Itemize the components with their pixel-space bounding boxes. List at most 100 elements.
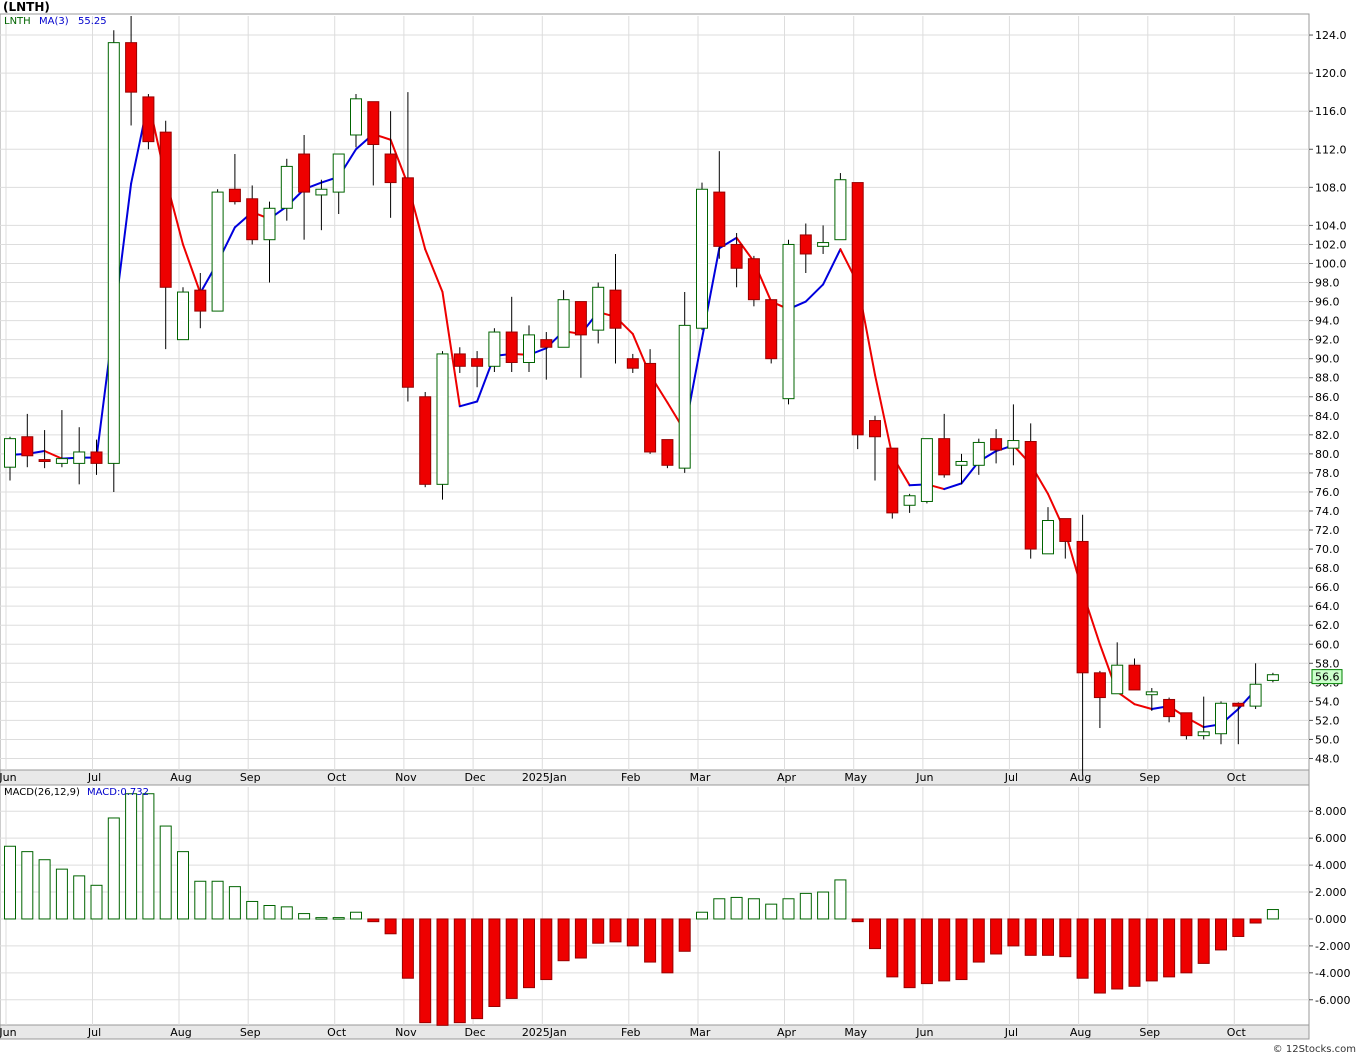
candle [1197, 696, 1210, 740]
price-tick-label: 60.0 [1315, 638, 1340, 651]
price-tick-label: 70.0 [1315, 543, 1340, 556]
candle [609, 253, 622, 364]
macd-bar [159, 825, 172, 920]
month-label: Jul [1004, 771, 1018, 784]
candle [298, 134, 311, 240]
candle-body [55, 458, 68, 464]
month-label: Sep [1139, 771, 1160, 784]
candle-body [730, 243, 743, 269]
price-tick-label: 104.0 [1315, 219, 1347, 232]
month-label: Aug [1070, 1026, 1091, 1039]
candle-body [350, 98, 362, 136]
macd-bar [765, 903, 778, 920]
price-tick-label: 48.0 [1315, 752, 1340, 765]
candle-body [661, 439, 674, 466]
candle-body [246, 198, 259, 241]
last-price: 56.6 [1315, 671, 1340, 684]
price-tick-label: 66.0 [1315, 581, 1340, 594]
month-label: Sep [1139, 1026, 1160, 1039]
candle [1076, 514, 1089, 776]
macd-bar [938, 918, 951, 982]
candle [799, 223, 812, 274]
macd-bar [626, 918, 639, 947]
price-tick-label: 124.0 [1315, 29, 1347, 42]
ma-segment [441, 291, 461, 408]
candle-body [626, 358, 639, 369]
macd-bar [332, 917, 345, 920]
macd-bar [920, 918, 933, 985]
macd-bar [644, 918, 657, 963]
candle [1059, 518, 1072, 559]
candle [851, 182, 864, 450]
macd-tick-label: 6.000 [1315, 832, 1347, 845]
candle-body [523, 334, 535, 363]
ma-segment [1133, 703, 1153, 710]
price-tick-label: 82.0 [1315, 429, 1340, 442]
candle-body [401, 177, 414, 388]
candle [436, 351, 449, 500]
candle [21, 413, 34, 468]
macd-bar [142, 793, 155, 920]
candle-body [263, 207, 276, 241]
macd-bar [350, 911, 362, 920]
candle [678, 292, 691, 473]
month-label: Nov [395, 771, 417, 784]
candle [747, 255, 760, 307]
candle-body [38, 459, 51, 462]
candle-body [955, 460, 968, 466]
month-label: Oct [327, 1026, 347, 1039]
candle [1180, 712, 1193, 740]
price-tick-label: 76.0 [1315, 486, 1340, 499]
candle-body [592, 286, 605, 331]
candle-body [886, 447, 899, 514]
macd-tick-label: 2.000 [1315, 886, 1347, 899]
candle [592, 282, 605, 344]
macd-bar [903, 918, 916, 989]
macd-bar [384, 918, 397, 935]
candle [1266, 672, 1279, 683]
macd-bar [972, 918, 985, 963]
price-tick-label: 108.0 [1315, 181, 1347, 194]
price-tick-label: 74.0 [1315, 505, 1340, 518]
candle-body [1266, 674, 1279, 681]
month-label: Jun [0, 1026, 17, 1039]
price-tick-label: 120.0 [1315, 67, 1347, 80]
candle [955, 453, 968, 485]
candle [4, 436, 16, 481]
candle-body [972, 441, 985, 466]
macd-bar [592, 918, 605, 944]
macd-bar [211, 880, 224, 920]
chart-title: (LNTH) [3, 0, 50, 14]
month-label: Aug [1070, 771, 1091, 784]
price-tick-label: 112.0 [1315, 143, 1347, 156]
macd-bar [1232, 918, 1245, 937]
candle [1007, 404, 1020, 466]
macd-bar [194, 880, 207, 920]
macd-bar [1093, 918, 1106, 994]
candle-body [1111, 664, 1124, 695]
last-price-tag: 56.6 [1311, 669, 1343, 685]
month-label: Mar [690, 1026, 711, 1039]
macd-bar [540, 918, 553, 981]
candle [834, 173, 847, 241]
candle [159, 120, 172, 350]
price-tick-label: 58.0 [1315, 657, 1340, 670]
candle-body [540, 339, 553, 348]
candle-body [315, 188, 328, 196]
candle-body [696, 188, 708, 329]
ma-segment [874, 373, 894, 457]
candle [1232, 702, 1245, 745]
month-label: Aug [170, 1026, 191, 1039]
candle-body [713, 191, 726, 247]
candle-body [678, 324, 691, 469]
price-tick-label: 50.0 [1315, 733, 1340, 746]
candle [1215, 701, 1227, 745]
macd-bar [557, 918, 570, 962]
candle-body [609, 289, 622, 329]
price-tick-label: 84.0 [1315, 410, 1340, 423]
month-label: Sep [240, 771, 261, 784]
macd-bar [246, 900, 259, 920]
candle [263, 201, 276, 283]
ma-segment [389, 138, 409, 186]
month-label: Feb [621, 1026, 640, 1039]
